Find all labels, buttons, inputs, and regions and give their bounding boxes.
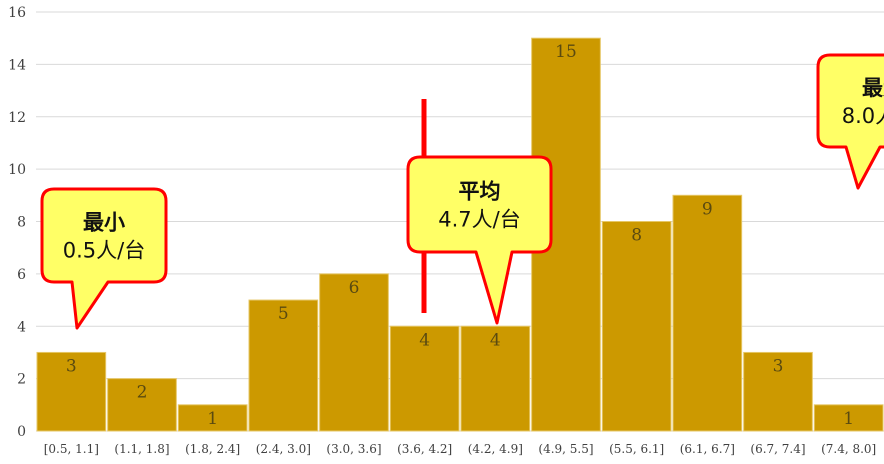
y-axis-ticks: 0 2 4 6 8 10 12 14 16 — [8, 5, 26, 440]
bar — [248, 299, 319, 432]
x-tick-label: (7.4, 8.0] — [821, 442, 876, 456]
x-tick-label: (3.6, 4.2] — [397, 442, 452, 456]
y-tick-label: 16 — [8, 5, 26, 21]
bar-value-label: 2 — [137, 383, 148, 403]
y-tick-label: 6 — [17, 267, 26, 283]
bar-value-label: 8 — [631, 226, 642, 246]
min-callout: 最小 0.5人/台 — [40, 187, 168, 330]
bar-value-label: 4 — [490, 330, 501, 350]
bar-value-label: 6 — [349, 278, 360, 298]
bar — [672, 194, 743, 432]
mean-callout: 平均 4.7人/台 — [406, 155, 553, 325]
bar — [107, 378, 177, 432]
x-tick-label: (6.7, 7.4] — [750, 442, 805, 456]
bar-value-label: 4 — [419, 330, 430, 350]
max-callout-bubble — [816, 53, 884, 190]
y-tick-label: 10 — [8, 162, 26, 178]
bar — [601, 221, 672, 432]
y-tick-label: 4 — [17, 319, 26, 335]
bar — [460, 325, 531, 432]
bar — [36, 351, 107, 432]
max-callout-title: 最大 — [862, 76, 884, 100]
mean-callout-bubble — [406, 155, 553, 325]
bar — [743, 351, 813, 432]
bar — [813, 404, 884, 432]
bar-value-label: 1 — [843, 409, 854, 429]
x-tick-label: (4.2, 4.9] — [468, 442, 523, 456]
min-callout-value: 0.5人/台 — [63, 239, 145, 263]
y-tick-label: 12 — [8, 110, 26, 126]
x-tick-label: (4.9, 5.5] — [538, 442, 593, 456]
x-axis-ticks: [0.5, 1.1] (1.1, 1.8] (1.8, 2.4] (2.4, 3.0]… — [44, 442, 877, 456]
mean-callout-value: 4.7人/台 — [438, 208, 520, 232]
x-tick-label: (3.0, 3.6] — [326, 442, 381, 456]
min-callout-bubble — [40, 187, 168, 330]
bar — [177, 404, 248, 432]
x-tick-label: [0.5, 1.1] — [44, 442, 99, 456]
y-tick-label: 8 — [17, 215, 26, 231]
x-tick-label: (1.8, 2.4] — [185, 442, 240, 456]
bar-value-label: 1 — [207, 409, 218, 429]
x-tick-label: (6.1, 6.7] — [680, 442, 735, 456]
x-tick-label: (2.4, 3.0] — [256, 442, 311, 456]
callouts: 最小 0.5人/台 平均 4.7人/台 最大 8.0人/台 — [40, 53, 884, 330]
y-tick-label: 2 — [17, 372, 26, 388]
x-tick-label: (5.5, 6.1] — [609, 442, 664, 456]
bar-value-label: 3 — [773, 356, 784, 376]
max-callout: 最大 8.0人/台 — [816, 53, 884, 190]
x-tick-label: (1.1, 1.8] — [114, 442, 169, 456]
bar-value-label: 5 — [278, 304, 289, 324]
y-tick-label: 14 — [8, 57, 26, 73]
bar — [319, 273, 389, 432]
bar — [389, 325, 460, 432]
bar-value-label: 9 — [702, 199, 713, 219]
mean-callout-title: 平均 — [459, 180, 501, 204]
bar-value-label: 3 — [66, 356, 77, 376]
bar-value-label: 15 — [555, 42, 577, 62]
y-tick-label: 0 — [17, 424, 26, 440]
min-callout-title: 最小 — [83, 211, 125, 235]
max-callout-value: 8.0人/台 — [842, 104, 884, 128]
